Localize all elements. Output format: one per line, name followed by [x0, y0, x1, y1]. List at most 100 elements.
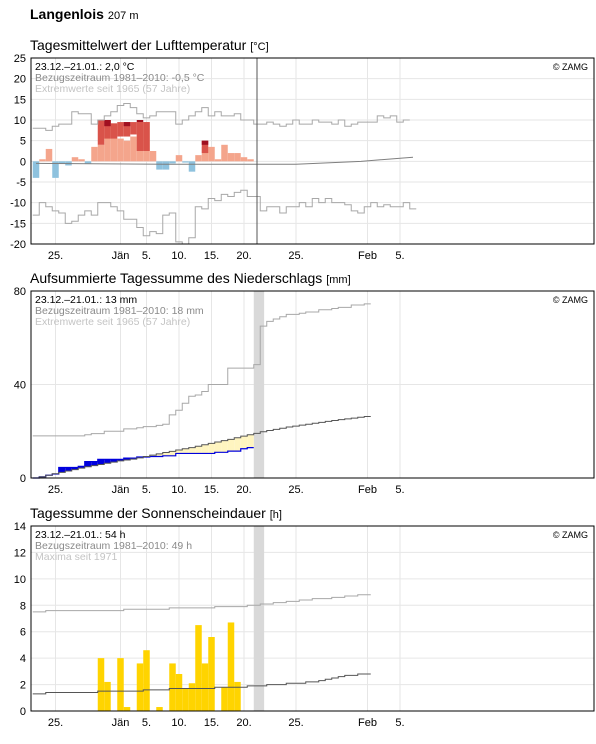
warm-bar: [78, 159, 85, 161]
surplus-area: [98, 459, 105, 464]
warm-bar: [176, 155, 183, 161]
sunshine-bar: [156, 707, 163, 711]
y-tick-label: -10: [10, 198, 26, 210]
deficit-area: [202, 445, 209, 454]
warm-bar: [234, 153, 241, 161]
warm-bar: [98, 145, 105, 162]
cold-bar: [85, 161, 92, 163]
x-tick-label: 20.: [236, 717, 251, 729]
sunshine-bar: [195, 625, 202, 711]
deficit-area: [247, 435, 254, 448]
x-tick-label: 5.: [142, 250, 151, 262]
deficit-area: [182, 449, 189, 454]
sunshine-bar: [104, 682, 111, 711]
y-tick-label: 0: [20, 156, 26, 168]
temp-chart-title: Tagesmittelwert der Lufttemperatur [°C]: [30, 37, 269, 53]
extreme-bar: [130, 122, 137, 134]
x-tick-label: 20.: [236, 250, 251, 262]
page-title: Langenlois 207 m: [30, 6, 138, 22]
warm-bar: [124, 141, 131, 162]
x-tick-label: 5.: [142, 717, 151, 729]
legend-entry-3: Extremwerte seit 1965 (57 Jahre): [35, 316, 190, 328]
y-tick-label: 14: [14, 522, 26, 533]
warm-bar: [195, 155, 202, 161]
sunshine-bar: [98, 658, 105, 711]
warm-bar: [46, 149, 53, 161]
today-band: [254, 291, 264, 478]
sunshine-bar: [234, 682, 241, 711]
extreme-bar: [143, 122, 150, 151]
x-tick-label: Jän: [112, 484, 130, 496]
copyright-label: © ZAMG: [553, 295, 588, 305]
x-tick-label: 5.: [142, 484, 151, 496]
y-tick-label: 25: [14, 54, 26, 65]
y-tick-label: 15: [14, 94, 26, 106]
x-tick-label: 10.: [171, 717, 186, 729]
x-tick-label: 10.: [171, 484, 186, 496]
deficit-area: [195, 446, 202, 453]
y-tick-label: -15: [10, 218, 26, 230]
warm-bar: [221, 145, 228, 162]
sunshine-bar: [143, 650, 150, 711]
warm-bar: [72, 157, 79, 161]
x-tick-label: 15.: [204, 484, 219, 496]
y-tick-label: 6: [20, 627, 26, 639]
x-tick-label: 5.: [395, 717, 404, 729]
sunshine-bar: [124, 707, 131, 711]
warm-bar: [208, 147, 215, 161]
sunshine-bar: [137, 663, 144, 711]
y-tick-label: 0: [20, 706, 26, 718]
record-bar: [202, 141, 209, 145]
warm-bar: [241, 157, 248, 161]
deficit-area: [169, 451, 176, 455]
warm-bar: [228, 153, 235, 161]
max-line: [33, 595, 371, 612]
y-tick-label: 4: [20, 653, 26, 665]
warm-bar: [150, 151, 157, 161]
cold-bar: [169, 161, 176, 163]
cold-bar: [156, 161, 163, 169]
temp-chart-unit: [°C]: [250, 41, 268, 53]
extreme-bar: [137, 122, 144, 151]
station-name: Langenlois: [30, 6, 104, 22]
deficit-area: [228, 439, 235, 451]
warm-bar: [39, 159, 46, 161]
sunshine-bar: [208, 637, 215, 711]
warm-bar: [215, 159, 222, 161]
sunshine-bar: [202, 663, 209, 711]
record-bar: [137, 120, 144, 122]
sunshine-bar: [228, 622, 235, 711]
x-tick-label: 25.: [288, 484, 303, 496]
surplus-area: [85, 462, 92, 467]
sunshine-bar: [189, 683, 196, 711]
y-tick-label: -20: [10, 239, 26, 251]
deficit-area: [215, 442, 222, 452]
sunshine-bar: [169, 663, 176, 711]
today-band: [254, 526, 264, 711]
x-tick-label: Jän: [112, 250, 130, 262]
warm-bar: [91, 147, 98, 161]
y-tick-label: 40: [14, 380, 26, 392]
station-elevation: 207 m: [108, 10, 139, 22]
x-tick-label: 15.: [204, 250, 219, 262]
x-tick-label: 15.: [204, 717, 219, 729]
deficit-area: [221, 441, 228, 453]
cumulative-line: [33, 448, 254, 478]
y-tick-label: 5: [20, 136, 26, 148]
x-tick-label: 25.: [288, 717, 303, 729]
sunshine-bar: [117, 658, 124, 711]
x-tick-label: Feb: [358, 250, 377, 262]
x-tick-label: Jän: [112, 717, 130, 729]
sun-chart-title: Tagessumme der Sonnenscheindauer [h]: [30, 505, 282, 521]
deficit-area: [189, 448, 196, 454]
surplus-area: [59, 467, 66, 472]
y-tick-label: 12: [14, 547, 26, 559]
precip-chart-unit: [mm]: [326, 274, 350, 286]
warm-bar: [247, 159, 254, 161]
x-tick-label: Feb: [358, 484, 377, 496]
cold-bar: [163, 161, 170, 169]
legend-entry-3: Extremwerte seit 1965 (57 Jahre): [35, 83, 190, 95]
sunshine-bar: [176, 674, 183, 711]
